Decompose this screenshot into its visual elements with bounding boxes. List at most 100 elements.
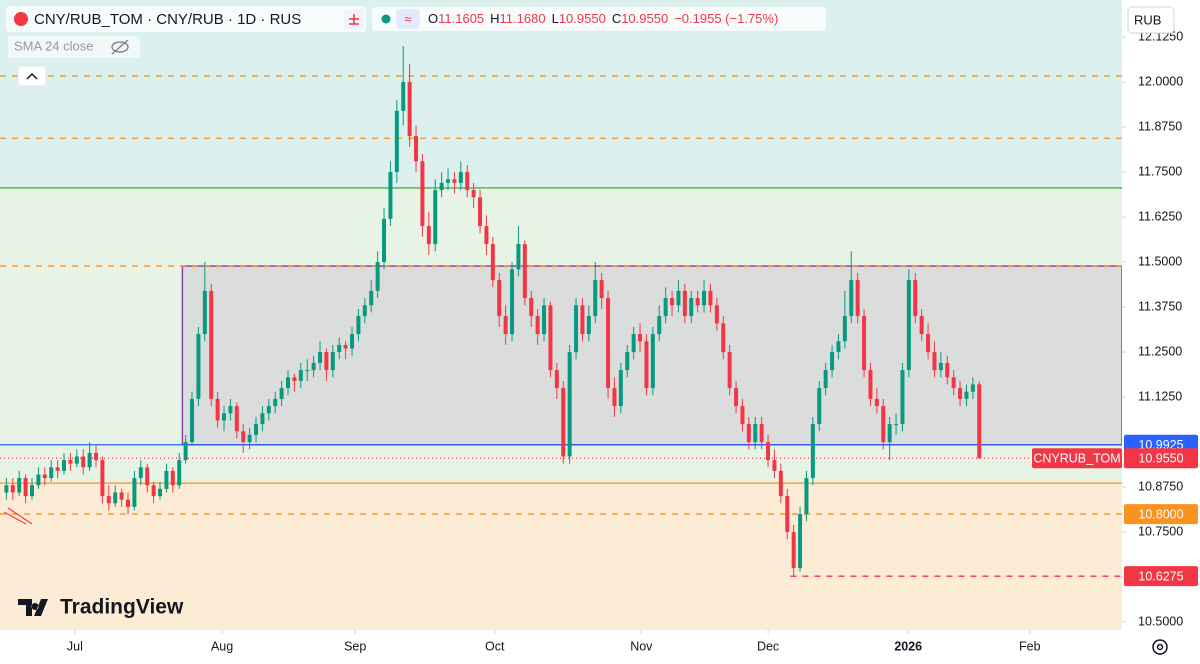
candle-body bbox=[375, 262, 380, 291]
candle-body bbox=[170, 470, 175, 486]
y-tick-label: 10.5000 bbox=[1138, 614, 1183, 628]
candle-body bbox=[714, 305, 719, 324]
candle-body bbox=[522, 244, 527, 299]
candle-body bbox=[202, 290, 207, 335]
candle-body bbox=[740, 406, 745, 425]
candle-body bbox=[535, 316, 540, 335]
symbol-badge-label: CNYRUB_TOM bbox=[1033, 452, 1120, 466]
candle-body bbox=[94, 452, 99, 461]
candle-body bbox=[945, 362, 950, 378]
currency-label[interactable]: RUB bbox=[1134, 12, 1161, 27]
price-badge bbox=[1124, 448, 1198, 469]
candle-body bbox=[439, 182, 444, 191]
candle-body bbox=[644, 341, 649, 389]
axes: 10.5000 10.7500 10.8750 11.1250 11.2500 11.37… bbox=[67, 29, 1198, 653]
candle-body bbox=[804, 478, 809, 515]
indicator-label[interactable]: SMA 24 close bbox=[14, 38, 94, 53]
candle-body bbox=[433, 190, 438, 245]
candle-body bbox=[401, 82, 406, 111]
candle-body bbox=[823, 370, 828, 389]
y-tick-label: 10.8750 bbox=[1138, 479, 1183, 493]
candle-body bbox=[4, 485, 9, 493]
candle-body bbox=[670, 298, 675, 306]
candle-body bbox=[631, 334, 636, 353]
candle-body bbox=[862, 316, 867, 371]
candle-body bbox=[369, 290, 374, 306]
symbol-title[interactable]: CNY/RUB_TOM · CNY/RUB · 1D · RUS bbox=[34, 11, 301, 28]
candle-body bbox=[222, 413, 227, 421]
legend-text: H bbox=[490, 11, 499, 26]
candle-body bbox=[138, 467, 143, 479]
drawing-mark bbox=[3, 507, 33, 525]
zone-below bbox=[0, 483, 1122, 630]
legend-text: 10.9550 bbox=[621, 11, 668, 26]
candle-body bbox=[190, 398, 195, 443]
candle-body bbox=[343, 344, 348, 349]
candle-body bbox=[164, 470, 169, 489]
candle-body bbox=[350, 334, 355, 349]
candle-body bbox=[452, 179, 457, 183]
candle-body bbox=[209, 290, 214, 399]
candle-body bbox=[292, 377, 297, 381]
x-tick-label: Dec bbox=[757, 639, 779, 653]
candle-body bbox=[324, 352, 329, 371]
candle-body bbox=[708, 290, 713, 306]
legend-text: 10.9550 bbox=[559, 11, 606, 26]
candle-body bbox=[810, 424, 815, 479]
candle-body bbox=[881, 406, 886, 443]
candle-body bbox=[490, 244, 495, 281]
candle-body bbox=[842, 316, 847, 342]
legend-text: L bbox=[552, 11, 559, 26]
symbol-badge bbox=[1032, 448, 1122, 469]
candle-body bbox=[964, 391, 969, 399]
candle-body bbox=[10, 485, 15, 493]
candle-body bbox=[798, 514, 803, 569]
candle-body bbox=[702, 290, 707, 306]
y-tick-label: 11.3750 bbox=[1138, 299, 1182, 313]
y-tick-label: 11.1250 bbox=[1138, 389, 1182, 403]
x-tick-label: Oct bbox=[485, 639, 505, 653]
candle-body bbox=[356, 316, 361, 335]
candle-body bbox=[337, 344, 342, 353]
currency-button[interactable] bbox=[1127, 6, 1175, 34]
candle-body bbox=[458, 172, 463, 183]
candle-body bbox=[471, 190, 476, 198]
candle-body bbox=[746, 424, 751, 443]
price-axis bbox=[1122, 0, 1200, 664]
candle-body bbox=[266, 406, 271, 414]
candle-body bbox=[100, 460, 105, 497]
hide-icon[interactable] bbox=[111, 39, 129, 55]
settings-gear[interactable] bbox=[1152, 639, 1168, 655]
compare-button[interactable] bbox=[396, 9, 420, 29]
candle-body bbox=[836, 341, 841, 353]
candle-body bbox=[868, 370, 873, 399]
candle-body bbox=[106, 496, 111, 504]
candle-body bbox=[638, 334, 643, 342]
candle-body bbox=[87, 452, 92, 468]
candle-body bbox=[286, 377, 291, 389]
candle-body bbox=[849, 280, 854, 317]
candle-body bbox=[36, 474, 41, 486]
candle-body bbox=[62, 460, 67, 471]
candle-body bbox=[503, 316, 508, 335]
time-axis bbox=[0, 630, 1122, 664]
candle-body bbox=[254, 424, 259, 435]
candle-body bbox=[874, 398, 879, 407]
collapse-button[interactable] bbox=[17, 65, 47, 87]
x-tick-label: Jul bbox=[67, 639, 83, 653]
candle-body bbox=[241, 431, 246, 443]
candle-body bbox=[362, 305, 367, 317]
candle-body bbox=[913, 280, 918, 317]
candle-body bbox=[446, 179, 451, 183]
collapse-icon bbox=[26, 72, 38, 80]
candle-body bbox=[151, 485, 156, 497]
legend-text: −0.1955 (−1.75%) bbox=[674, 11, 778, 26]
legend-text: 11.1605 bbox=[438, 11, 484, 26]
brand-name: TradingView bbox=[60, 596, 184, 619]
candle-body bbox=[420, 161, 425, 227]
legend-text: O bbox=[428, 11, 438, 26]
candle-body bbox=[554, 370, 559, 389]
candle-body bbox=[599, 280, 604, 299]
candle-body bbox=[23, 478, 28, 497]
candle-body bbox=[394, 110, 399, 173]
